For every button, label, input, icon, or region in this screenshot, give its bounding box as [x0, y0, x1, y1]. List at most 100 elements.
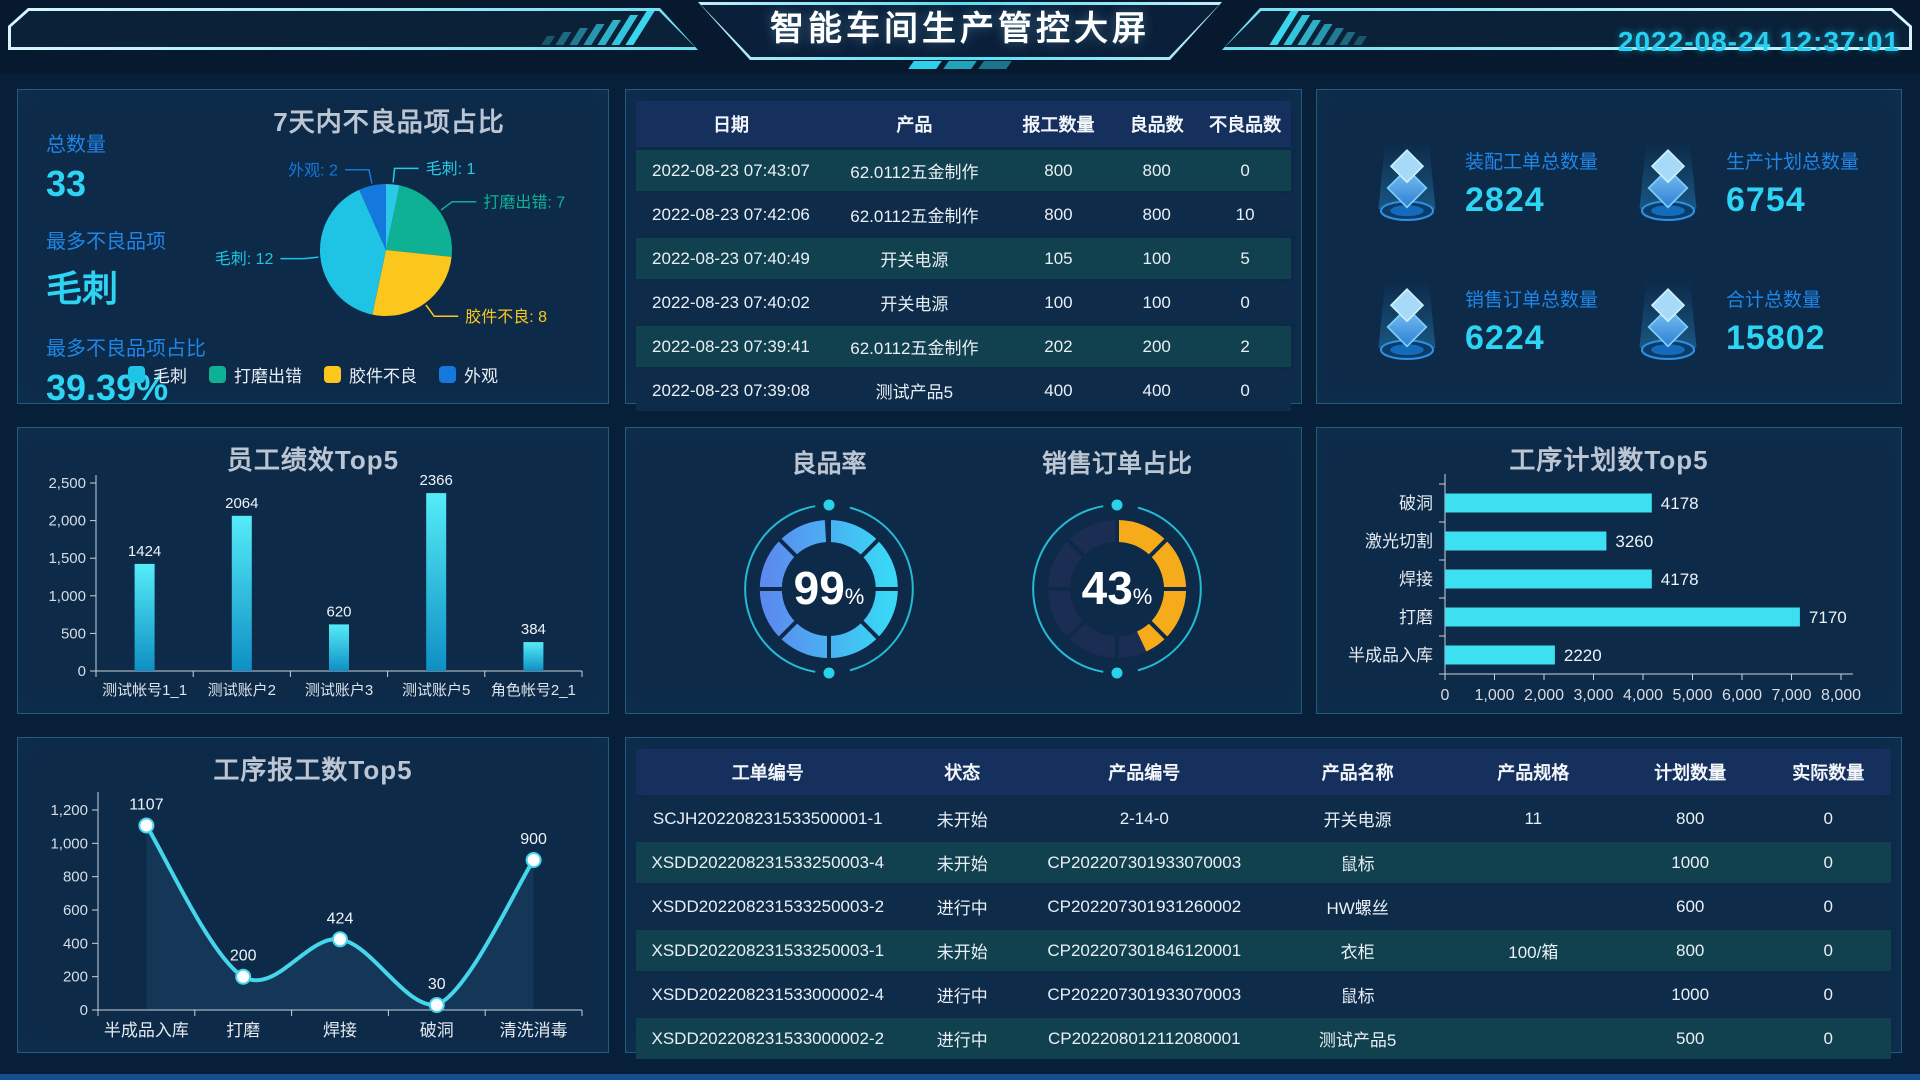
gauge-decor-dot: [823, 667, 835, 679]
stat-label: 销售订单总数量: [1465, 290, 1599, 312]
table-cell: 测试产品5: [1263, 1018, 1452, 1059]
x-category-label: 测试账户5: [402, 682, 470, 699]
header: 智能车间生产管控大屏 2022-08-24 12:37:01: [0, 0, 1920, 74]
bar: [1445, 493, 1652, 513]
stat-block: 总数量 33: [46, 128, 266, 205]
pie-slice: [386, 185, 452, 257]
column-header: 计划数量: [1614, 749, 1766, 795]
x-tick-label: 7,000: [1771, 687, 1811, 704]
table-cell: 2022-08-23 07:39:41: [636, 326, 826, 367]
legend-swatch: [439, 366, 456, 383]
stack-icon: [1626, 136, 1710, 230]
table-cell: 开关电源: [1263, 798, 1452, 839]
stat-value: 毛刺: [46, 268, 119, 309]
totals-grid: 装配工单总数量 2824 生产计划总数量 6754 销售订单总数量 6224 合…: [1365, 114, 1887, 391]
x-category-label: 破洞: [420, 1021, 454, 1040]
table-cell: 开关电源: [825, 238, 1003, 279]
table-cell: 5: [1199, 238, 1291, 279]
legend-item: 毛刺: [128, 362, 187, 387]
page-title: 智能车间生产管控大屏: [770, 10, 1150, 48]
y-tick-label: 1,000: [50, 835, 88, 852]
x-category-label: 测试账户2: [208, 682, 276, 699]
bar-value: 7170: [1809, 608, 1847, 627]
pie-label: 外观: 2: [288, 161, 338, 179]
pie-label: 打磨出错: 7: [483, 193, 565, 211]
table-cell: 202: [1002, 326, 1115, 367]
x-tick-label: 3,000: [1573, 687, 1613, 704]
x-category-label: 测试账户3: [305, 682, 373, 699]
bottom-decoration-strip: [0, 1074, 1920, 1080]
stat-card: 装配工单总数量 2824: [1365, 114, 1626, 253]
stat-card: 生产计划总数量 6754: [1626, 114, 1887, 253]
point-value: 200: [230, 948, 257, 965]
table-cell: 1000: [1614, 974, 1766, 1015]
table-cell: [1451, 974, 1615, 1015]
column-header: 日期: [636, 101, 826, 147]
table-cell: 2-14-0: [1025, 798, 1264, 839]
order-table: 工单编号 状态 产品编号 产品名称 产品规格 计划数量 实际数量 SCJH202208231…: [636, 746, 1891, 1062]
gauge-segment-divider: [858, 618, 882, 642]
bar: [1445, 607, 1800, 627]
legend-item: 胶件不良: [324, 362, 417, 387]
sales-ratio-gauge: 43%: [1032, 499, 1202, 679]
table-cell: 100/箱: [1451, 930, 1615, 971]
staff-bar-chart: 0 500 1,000 1,500 2,000 2,500 1424 测试帐号1_1 2064 测…: [48, 472, 583, 699]
table-row: 2022-08-23 07:39:08 测试产品5 400 400 0: [636, 370, 1291, 411]
bar-value: 4178: [1661, 494, 1699, 513]
panel-process-plan: 工序计划数Top5 0 1,000 2,000 3,000 4,000 5,000 6,00…: [1316, 427, 1902, 714]
y-tick-label: 2,500: [48, 475, 86, 492]
bar-value: 620: [326, 603, 351, 620]
table-cell: 62.0112五金制作: [825, 150, 1003, 191]
table-cell: 1000: [1614, 842, 1766, 883]
table-cell: 0: [1765, 886, 1891, 927]
chevron: [943, 61, 977, 69]
table-cell: 800: [1614, 930, 1766, 971]
stack-icon: [1365, 275, 1449, 369]
table-cell: 400: [1114, 370, 1200, 411]
pie-slice: [319, 189, 386, 315]
point-value: 424: [327, 910, 354, 927]
x-tick-label: 6,000: [1722, 687, 1762, 704]
table-cell: [1451, 842, 1615, 883]
x-tick-label: 2,000: [1524, 687, 1564, 704]
gauge-decor-dot: [1111, 499, 1123, 511]
table-row: XSDD202208231533250003-1 未开始 CP20220730184…: [636, 930, 1891, 971]
gauge-decor-dot: [823, 499, 835, 511]
gauge-decor-arc: [849, 506, 914, 672]
table-cell: CP202207301933070003: [1025, 842, 1264, 883]
x-category-label: 打磨: [226, 1021, 260, 1040]
table-header-row: 日期 产品 报工数量 良品数 不良品数: [636, 101, 1291, 147]
header-title-plate: 智能车间生产管控大屏: [698, 2, 1222, 60]
legend-item: 外观: [439, 362, 498, 387]
bar: [426, 493, 447, 671]
table-cell: 62.0112五金制作: [825, 194, 1003, 235]
legend-swatch: [209, 366, 226, 383]
table-cell: 800: [1614, 798, 1766, 839]
table-cell: 开关电源: [825, 282, 1003, 323]
chevron: [978, 61, 1012, 69]
header-decoration-right: [1222, 8, 1912, 50]
x-category-label: 清洗消毒: [500, 1021, 568, 1040]
stat-card: 合计总数量 15802: [1626, 253, 1887, 392]
table-cell: 100: [1114, 282, 1200, 323]
legend-label: 外观: [464, 367, 498, 386]
column-header: 实际数量: [1765, 749, 1891, 795]
pie-slice: [386, 183, 400, 250]
point-value: 900: [520, 831, 547, 848]
pie-label-line: [345, 169, 373, 184]
title-plate-fill: [701, 5, 1219, 57]
table-row: XSDD202208231533250003-2 进行中 CP20220730193…: [636, 886, 1891, 927]
table-cell: CP202207301933070003: [1025, 974, 1264, 1015]
gauge-title: 销售订单占比: [1041, 450, 1193, 478]
panel-title: 工序报工数Top5: [213, 755, 413, 785]
column-header: 产品名称: [1263, 749, 1452, 795]
gauge-segment-divider: [1146, 536, 1170, 560]
report-table: 日期 产品 报工数量 良品数 不良品数 2022-08-23 07:43:07 62.01…: [636, 98, 1291, 414]
table-cell: 鼠标: [1263, 842, 1452, 883]
stat-text: 装配工单总数量 2824: [1465, 147, 1598, 220]
bar-value: 4178: [1661, 570, 1699, 589]
table-cell: CP202207301931260002: [1025, 886, 1264, 927]
table-cell: 测试产品5: [825, 370, 1003, 411]
bar: [134, 563, 155, 671]
table-cell: 2022-08-23 07:39:08: [636, 370, 826, 411]
